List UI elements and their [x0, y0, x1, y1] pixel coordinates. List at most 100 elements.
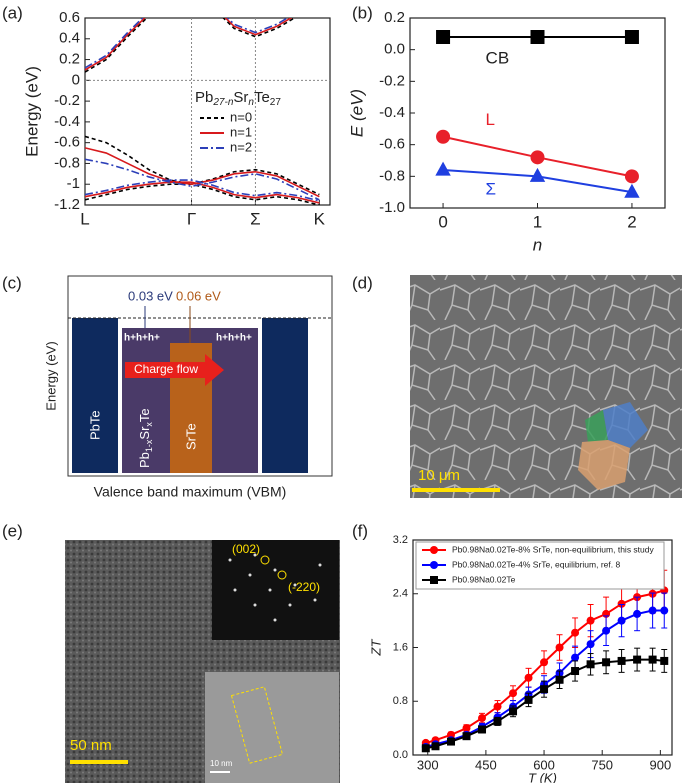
legend-label: Pb0.98Na0.02Te-8% SrTe, non-equilibrium,… — [452, 544, 654, 554]
spots — [228, 553, 322, 622]
grain — [603, 402, 648, 448]
pbte-block — [72, 318, 118, 473]
y-axis-label: E (eV) — [347, 89, 366, 137]
plot-area — [85, 18, 320, 205]
spot-ring — [277, 570, 287, 580]
marker — [617, 616, 626, 625]
spot-label: (002) — [232, 542, 260, 556]
marker — [524, 695, 533, 704]
block-label: Pb1-xSrxTe — [137, 408, 154, 468]
marker — [436, 30, 451, 44]
line — [425, 658, 665, 750]
y-tick-label: -0.4 — [379, 104, 405, 121]
x-tick-label: 750 — [591, 757, 613, 772]
scale-label: 10 nm — [210, 759, 233, 768]
y-tick-label: 0.2 — [384, 9, 405, 26]
legend-title-part: 27-n — [212, 97, 233, 108]
marker — [462, 732, 471, 741]
line — [85, 18, 297, 73]
y-tick-label: -1.2 — [54, 196, 80, 213]
legend-title-part: Te — [254, 89, 270, 106]
marker — [524, 673, 533, 682]
legend-label: Pb0.98Na0.02Te-4% SrTe, equilibrium, ref… — [452, 559, 620, 569]
marker — [529, 167, 546, 182]
marker — [586, 640, 595, 649]
marker — [493, 717, 502, 726]
legend-label: n=1 — [230, 124, 252, 139]
grain — [578, 440, 630, 490]
panel-label: (c) — [2, 273, 22, 292]
chart: 0.0 0.8 1.6 2.4 3.2 300 450 600 750 900 ZT T (K) Pb0… — [368, 534, 673, 783]
y-axis-label: Energy (eV) — [22, 66, 41, 157]
holes: h+h+h+ — [124, 333, 160, 344]
y-tick-label: 0.0 — [384, 41, 405, 58]
marker — [602, 658, 611, 667]
spot-ring — [260, 555, 270, 565]
y-tick-label: -1 — [67, 175, 80, 192]
panel-label: (b) — [352, 3, 373, 22]
y-tick-label: -0.4 — [54, 113, 80, 130]
x-tick-label: Σ — [250, 209, 261, 228]
legend-title-part: 27 — [270, 97, 282, 108]
plot-frame — [84, 17, 331, 206]
marker — [571, 667, 580, 676]
tem-image: (002) (-220) 10 nm 50 nm — [65, 540, 340, 783]
block-label: PbTe — [87, 410, 102, 440]
y-tick-label: -0.2 — [379, 72, 405, 89]
x-tick-label: 300 — [417, 757, 439, 772]
marker — [478, 725, 487, 734]
y-tick-label: -1.0 — [379, 199, 405, 216]
panel-label: (f) — [352, 521, 368, 540]
legend-label: Pb0.98Na0.02Te — [452, 574, 516, 584]
axis-label: Valence band maximum (VBM) — [94, 484, 287, 500]
marker — [571, 653, 580, 662]
legend-title: Pb27-nSrnTe27 — [195, 89, 281, 108]
line — [425, 589, 665, 744]
sem-image: 10 μm — [410, 275, 682, 498]
y-tick-label: 0.6 — [59, 9, 80, 26]
marker — [540, 685, 549, 694]
marker — [586, 616, 595, 625]
line — [85, 18, 293, 71]
scale-label: 50 nm — [70, 737, 112, 754]
y-tick-label: -0.6 — [379, 136, 405, 153]
x-tick-label: 600 — [533, 757, 555, 772]
precipitate-outline — [230, 686, 284, 764]
marker — [633, 609, 642, 618]
y-tick-label: 0.2 — [59, 51, 80, 68]
marker — [617, 599, 626, 608]
y-tick-label: 0 — [72, 71, 80, 88]
line — [85, 179, 320, 202]
chart: 0.6 0.4 0.2 0 -0.2 -0.4 -0.6 -0.8 -1 -1.2L Γ Σ K Ener… — [22, 9, 331, 228]
spot-label: (-220) — [288, 580, 320, 594]
y-tick-label: -0.6 — [54, 134, 80, 151]
y-tick-label: 1.6 — [393, 641, 408, 653]
legend-box — [415, 541, 665, 590]
grain — [585, 410, 608, 442]
marker — [430, 546, 438, 554]
series-label: CB — [486, 48, 510, 67]
diffraction-inset — [212, 540, 339, 640]
marker — [509, 689, 518, 698]
y-tick-label: -0.2 — [54, 92, 80, 109]
marker — [462, 724, 471, 733]
chart: 0.2 0.0 -0.2 -0.4 -0.6 -0.8 -1.0 0 1 2 E (eV) n CB L Σ — [347, 9, 666, 254]
x-tick-label: 900 — [650, 757, 672, 772]
x-axis-label: n — [533, 235, 542, 254]
marker — [435, 161, 451, 176]
marker — [624, 183, 640, 198]
marker — [602, 626, 611, 635]
charge-arrow — [125, 354, 224, 386]
y-tick-label: 0.4 — [59, 30, 80, 47]
charge-flow: Charge flow — [134, 362, 198, 376]
holes: h+h+h+ — [216, 333, 252, 344]
line — [425, 609, 665, 748]
line — [85, 135, 320, 196]
panel-label: (a) — [2, 3, 23, 22]
marker — [648, 606, 657, 615]
marker — [431, 742, 440, 751]
legend-label: n=0 — [230, 109, 252, 124]
marker — [430, 561, 438, 569]
series-label: L — [486, 110, 495, 129]
